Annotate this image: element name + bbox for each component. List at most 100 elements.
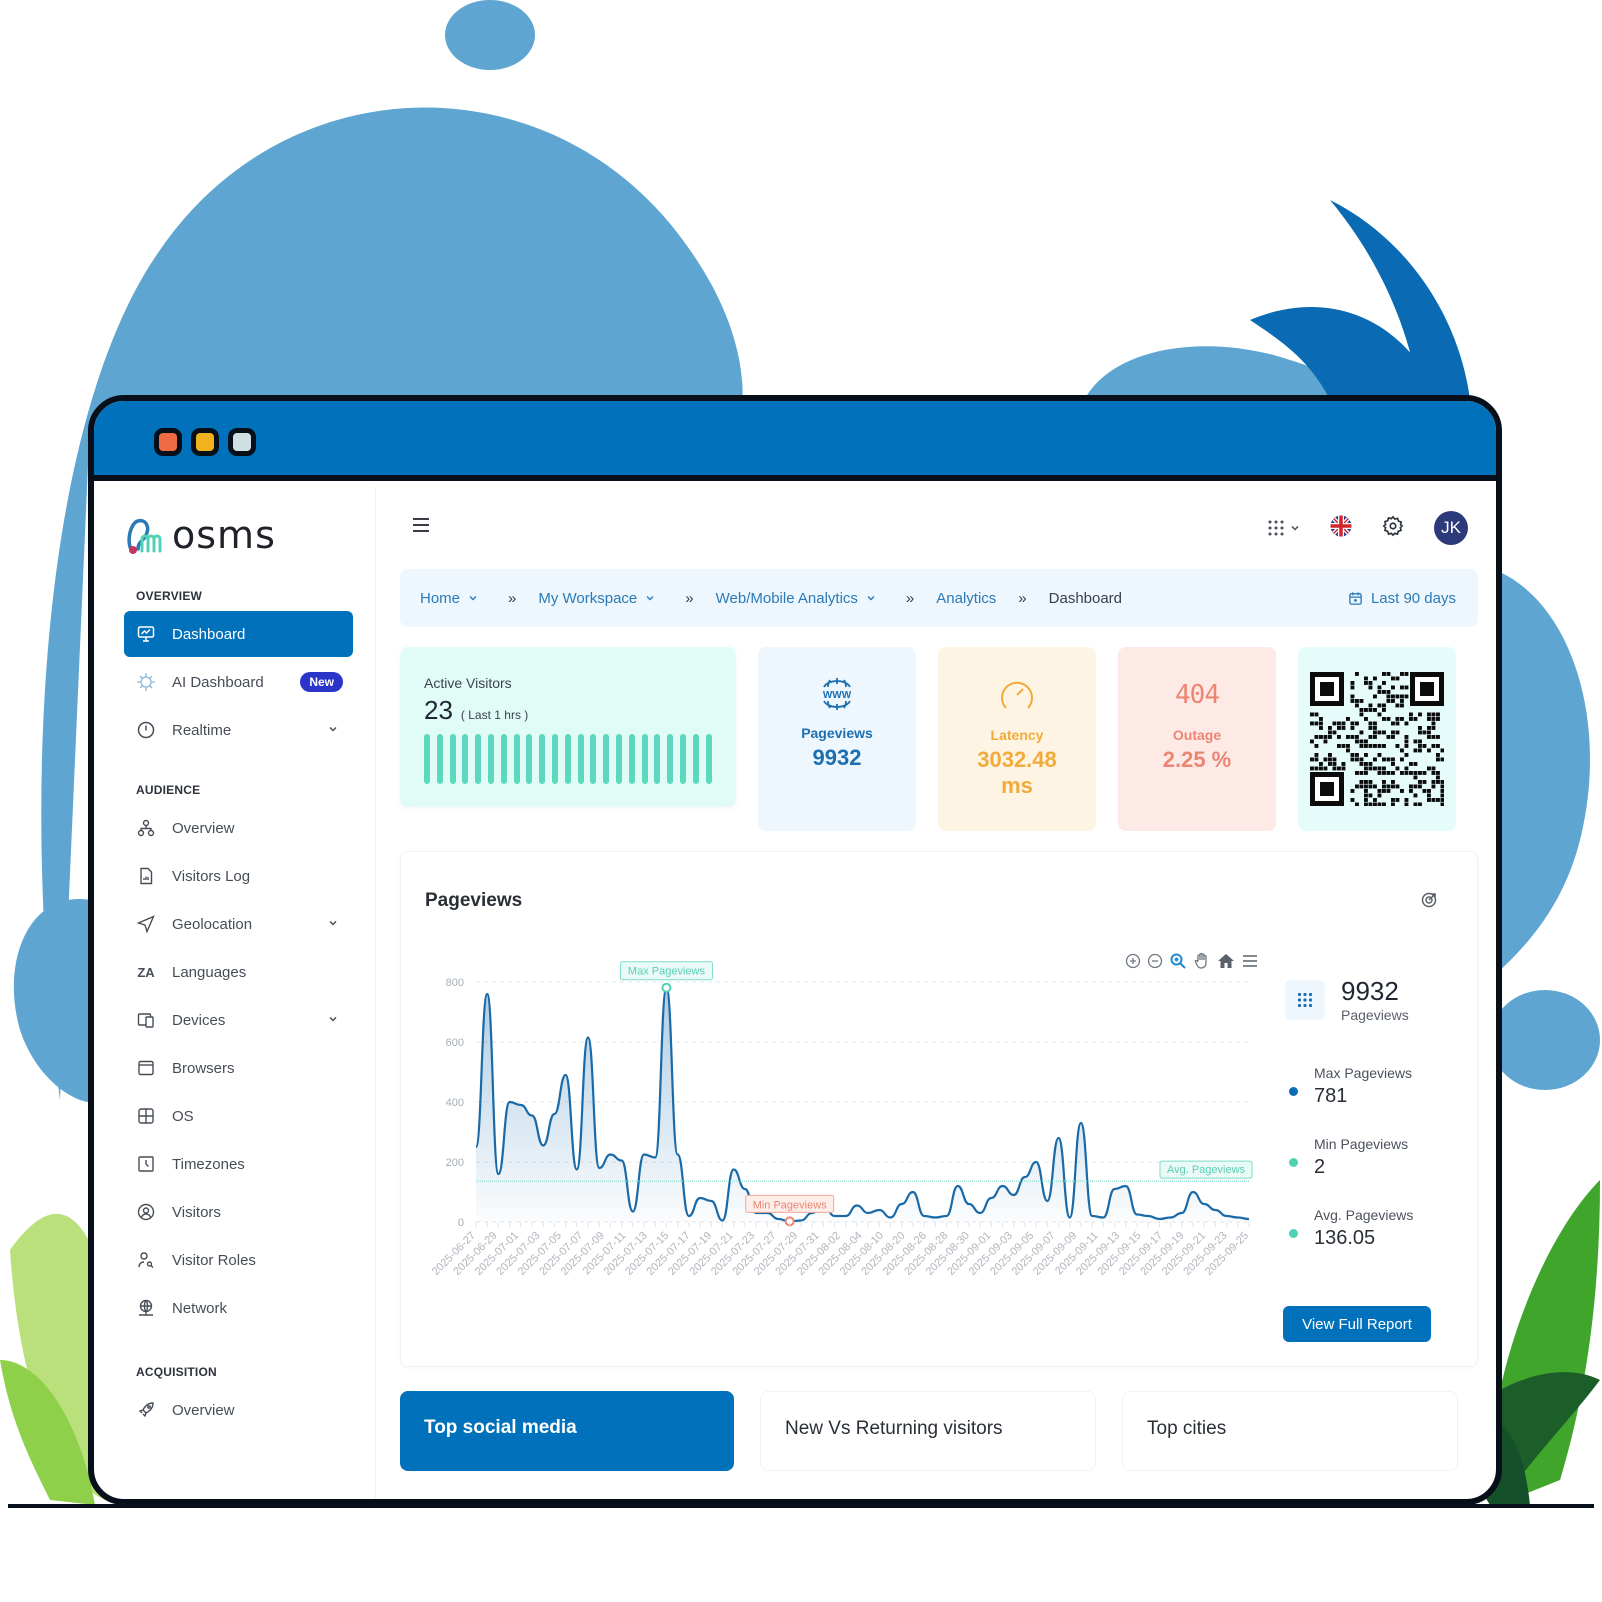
active-visitors-bar-chart bbox=[424, 734, 712, 784]
sidebar-item-label: Timezones bbox=[172, 1155, 245, 1173]
visitor-bar bbox=[539, 734, 546, 784]
zoom-out-icon[interactable] bbox=[1147, 953, 1163, 969]
top-social-media-card[interactable]: Top social media bbox=[400, 1391, 734, 1471]
visitor-bar bbox=[577, 734, 584, 784]
chevron-down-icon bbox=[867, 596, 875, 601]
rocket-icon bbox=[136, 1400, 156, 1420]
svg-text:600: 600 bbox=[446, 1037, 464, 1049]
sidebar-item-devices[interactable]: Devices bbox=[124, 997, 353, 1043]
pageviews-card[interactable]: WWW Pageviews 9932 bbox=[758, 647, 916, 831]
pageviews-area-chart[interactable]: 0 200 400 600 800 Avg. Pageviews Max Pageviews… bbox=[419, 952, 1279, 1302]
osms-logo-icon bbox=[127, 518, 162, 554]
breadcrumb-web-mobile-analytics[interactable]: Web/Mobile Analytics bbox=[716, 590, 876, 607]
pageviews-total-label: Pageviews bbox=[1341, 1007, 1409, 1023]
topbar: JK bbox=[400, 487, 1478, 569]
view-full-report-button[interactable]: View Full Report bbox=[1283, 1306, 1431, 1342]
language-flag-uk-icon[interactable] bbox=[1330, 515, 1352, 542]
chart-toolbar bbox=[1125, 952, 1259, 970]
visitor-bar bbox=[551, 734, 558, 784]
svg-text:WWW: WWW bbox=[823, 690, 852, 701]
error-404-icon: 404 bbox=[1175, 680, 1220, 710]
sidebar-item-os[interactable]: OS bbox=[124, 1093, 353, 1139]
qr-code-card[interactable] bbox=[1298, 647, 1456, 831]
target-icon[interactable] bbox=[1421, 892, 1437, 913]
sidebar-item-visitors-log[interactable]: Visitors Log bbox=[124, 853, 353, 899]
pageviews-total-text: 9932 Pageviews bbox=[1341, 976, 1409, 1023]
sidebar-item-label: Realtime bbox=[172, 721, 232, 739]
visitor-bar bbox=[641, 734, 648, 784]
visitor-bar bbox=[590, 734, 597, 784]
chevron-down-icon bbox=[1291, 525, 1299, 531]
breadcrumb-label: Home bbox=[420, 589, 461, 607]
breadcrumb-analytics[interactable]: Analytics bbox=[936, 589, 997, 607]
sidebar-item-realtime[interactable]: Realtime bbox=[124, 707, 353, 753]
breadcrumb-home[interactable]: Home bbox=[420, 590, 478, 607]
globe-network-icon bbox=[136, 1298, 156, 1318]
sidebar-item-visitors[interactable]: Visitors bbox=[124, 1189, 353, 1235]
pan-hand-icon[interactable] bbox=[1193, 952, 1211, 970]
apps-menu-button[interactable] bbox=[1268, 520, 1300, 536]
window-maximize-button[interactable] bbox=[228, 428, 256, 456]
zoom-in-icon[interactable] bbox=[1125, 953, 1141, 969]
date-range-picker[interactable]: Last 90 days bbox=[1348, 590, 1456, 607]
brand-name: osms bbox=[172, 513, 276, 557]
new-vs-returning-card[interactable]: New Vs Returning visitors bbox=[760, 1391, 1096, 1471]
active-visitors-period: ( Last 1 hrs ) bbox=[460, 708, 529, 722]
visitor-bar bbox=[667, 734, 674, 784]
sidebar-item-ai-dashboard[interactable]: AI Dashboard New bbox=[124, 659, 353, 705]
sidebar-item-timezones[interactable]: Timezones bbox=[124, 1141, 353, 1187]
latency-card[interactable]: Latency 3032.48 ms bbox=[938, 647, 1096, 831]
sidebar-item-label: OS bbox=[172, 1107, 194, 1125]
sidebar-item-geolocation[interactable]: Geolocation bbox=[124, 901, 353, 947]
grid-dots-icon bbox=[1268, 520, 1284, 536]
visitor-bar bbox=[654, 734, 661, 784]
gear-icon[interactable] bbox=[1382, 515, 1404, 542]
sidebar-item-label: Devices bbox=[172, 1011, 226, 1029]
sidebar-item-label: Visitors bbox=[172, 1203, 221, 1221]
chevron-down-icon[interactable] bbox=[327, 722, 339, 739]
sidebar-item-network[interactable]: Network bbox=[124, 1285, 353, 1331]
timezone-clock-icon bbox=[136, 1154, 156, 1174]
sidebar-item-visitor-roles[interactable]: Visitor Roles bbox=[124, 1237, 353, 1283]
chevron-down-icon[interactable] bbox=[327, 1012, 339, 1029]
window-minimize-button[interactable] bbox=[191, 428, 219, 456]
sidebar-item-languages[interactable]: ZA Languages bbox=[124, 949, 353, 995]
home-reset-icon[interactable] bbox=[1217, 952, 1235, 970]
sidebar-item-browsers[interactable]: Browsers bbox=[124, 1045, 353, 1091]
sidebar-item-acquisition-overview[interactable]: Overview bbox=[124, 1387, 353, 1433]
window-close-button[interactable] bbox=[154, 428, 182, 456]
legend-label: Avg. Pageviews bbox=[1314, 1207, 1414, 1223]
visitor-bar bbox=[526, 734, 533, 784]
navigation-icon bbox=[136, 914, 156, 934]
sidebar-item-audience-overview[interactable]: Overview bbox=[124, 805, 353, 851]
chart-menu-icon[interactable] bbox=[1241, 952, 1259, 970]
calendar-icon bbox=[1349, 591, 1362, 605]
translate-icon: ZA bbox=[137, 964, 155, 980]
latency-value: 3032.48 ms bbox=[977, 747, 1057, 799]
hamburger-icon[interactable] bbox=[412, 513, 430, 539]
visitor-bar bbox=[705, 734, 712, 784]
new-badge: New bbox=[300, 672, 343, 692]
windows-grid-icon bbox=[136, 1106, 156, 1126]
chevron-down-icon[interactable] bbox=[327, 916, 339, 933]
outage-card[interactable]: 404 Outage 2.25 % bbox=[1118, 647, 1276, 831]
svg-text:800: 800 bbox=[446, 977, 464, 989]
breadcrumb-label: My Workspace bbox=[538, 589, 638, 607]
latency-number: 3032.48 bbox=[977, 747, 1057, 772]
selection-zoom-icon[interactable] bbox=[1169, 952, 1187, 970]
sidebar-item-dashboard[interactable]: Dashboard bbox=[124, 611, 353, 657]
active-visitors-card[interactable]: Active Visitors 23 ( Last 1 hrs ) bbox=[400, 647, 736, 807]
app-shell: osms OVERVIEW Dashboard AI Dashboard New bbox=[94, 487, 1496, 1499]
top-cities-card[interactable]: Top cities bbox=[1122, 1391, 1458, 1471]
user-avatar[interactable]: JK bbox=[1434, 511, 1468, 545]
brand-logo[interactable]: osms bbox=[94, 509, 375, 561]
breadcrumb-separator: » bbox=[905, 589, 915, 607]
svg-text:Max Pageviews: Max Pageviews bbox=[628, 966, 706, 978]
chevron-down-icon bbox=[646, 596, 654, 601]
browser-window-icon bbox=[136, 1058, 156, 1078]
legend-value: 136.05 bbox=[1314, 1227, 1376, 1249]
latency-unit: ms bbox=[1001, 773, 1033, 798]
legend-value: 2 bbox=[1314, 1156, 1326, 1178]
breadcrumb-my-workspace[interactable]: My Workspace bbox=[538, 590, 655, 607]
